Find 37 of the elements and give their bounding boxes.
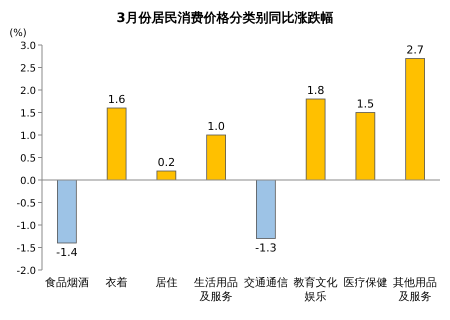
x-tick-label: 衣着 — [106, 276, 128, 289]
chart-title: 3月份居民消费价格分类别同比涨跌幅 — [116, 11, 334, 26]
x-tick-label: 居住 — [155, 276, 178, 289]
data-label: -1.3 — [255, 242, 277, 254]
y-tick-label: -1.5 — [16, 244, 36, 254]
data-label: 2.7 — [406, 44, 424, 56]
y-tick-label: 1.5 — [20, 108, 36, 120]
y-tick-label: 2.5 — [20, 64, 36, 74]
x-tick-label: 交通通信 — [244, 276, 288, 289]
y-tick-label: 0.5 — [20, 154, 36, 164]
bar — [256, 180, 276, 239]
data-label: 1.0 — [207, 120, 225, 133]
y-tick-label: -0.5 — [16, 198, 36, 210]
bar — [156, 170, 176, 180]
bar — [356, 112, 376, 180]
x-tick-label: 生活用品及服务 — [194, 276, 238, 303]
x-tick-label: 医疗保健 — [343, 276, 388, 289]
data-label: 1.6 — [108, 93, 126, 106]
y-tick-label: 1.0 — [20, 131, 36, 142]
bar — [57, 180, 77, 244]
y-tick-label: 3.0 — [20, 41, 36, 52]
bar — [106, 108, 126, 180]
data-label: -1.4 — [56, 246, 78, 259]
bar — [306, 98, 326, 180]
y-tick-label: 0.0 — [20, 176, 36, 187]
data-label: 0.2 — [158, 156, 176, 169]
x-tick-label: 其他用品及服务 — [393, 276, 438, 303]
data-label: 1.8 — [306, 84, 324, 97]
y-tick-label: -2.0 — [16, 266, 36, 277]
x-tick-label: 教育文化娱乐 — [294, 276, 338, 303]
y-tick-label: -1.0 — [16, 221, 36, 232]
bar — [405, 58, 425, 180]
data-label: 1.5 — [356, 98, 374, 110]
y-axis-title: (%) — [9, 28, 27, 39]
bar — [206, 134, 226, 180]
x-tick-label: 食品烟酒 — [44, 276, 89, 289]
y-tick-label: 2.0 — [20, 86, 36, 97]
